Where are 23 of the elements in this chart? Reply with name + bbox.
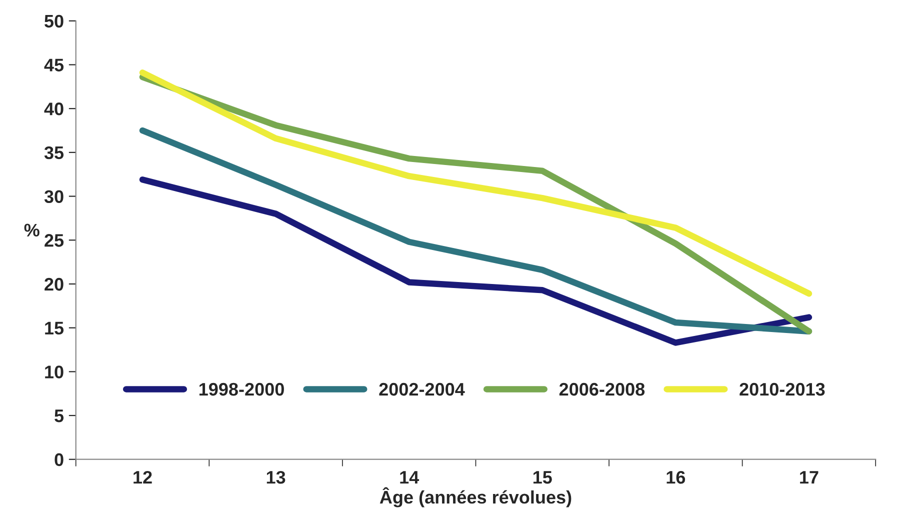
legend-label: 2002-2004: [379, 382, 465, 396]
y-tick-label: 35: [44, 146, 64, 160]
x-tick-label: 13: [266, 470, 286, 484]
y-tick-label: 40: [44, 102, 64, 116]
y-tick-label: 45: [44, 58, 64, 72]
legend-label: 2010-2013: [740, 382, 825, 396]
y-axis-title: %: [24, 224, 40, 237]
y-tick-label: 5: [54, 410, 64, 422]
y-tick-label: 15: [45, 322, 64, 335]
y-tick-label: 25: [44, 234, 64, 247]
y-tick-label: 0: [54, 453, 64, 466]
x-tick-label: 12: [134, 470, 152, 484]
x-tick-label: 14: [400, 471, 420, 484]
x-tick-label: 17: [800, 471, 818, 484]
x-tick-label: 15: [533, 471, 552, 484]
x-axis-title: Âge (années révolues): [380, 487, 572, 508]
legend-label: 2006-2008: [559, 382, 645, 396]
legend-label: 1998-2000: [199, 382, 284, 396]
y-tick-label: 10: [45, 366, 64, 378]
y-tick-label: 50: [44, 14, 64, 28]
y-tick-label: 30: [44, 190, 64, 204]
x-tick-label: 16: [666, 470, 686, 484]
y-tick-label: 20: [44, 278, 64, 291]
